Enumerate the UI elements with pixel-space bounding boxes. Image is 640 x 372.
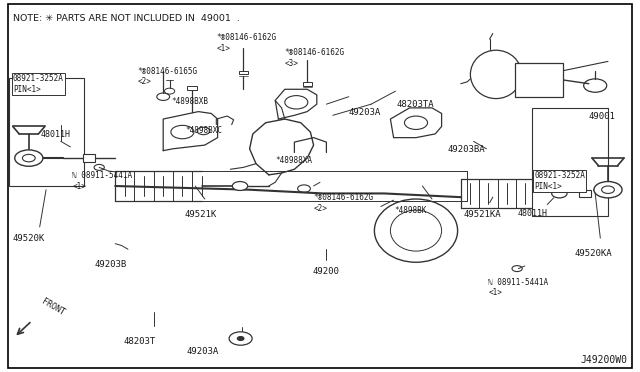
- Text: 49521K: 49521K: [184, 210, 216, 219]
- Bar: [579, 190, 591, 197]
- Text: *48988XA: *48988XA: [275, 156, 312, 165]
- Text: *4898BXC: *4898BXC: [186, 126, 223, 135]
- Circle shape: [232, 182, 248, 190]
- Circle shape: [15, 150, 43, 166]
- Text: 49521KA: 49521KA: [464, 210, 502, 219]
- Text: 48011H: 48011H: [517, 209, 547, 218]
- Text: 49520KA: 49520KA: [575, 249, 612, 258]
- Text: *®08146-6162G
<3>: *®08146-6162G <3>: [285, 48, 345, 68]
- Text: NOTE: ✳ PARTS ARE NOT INCLUDED IN  49001  .: NOTE: ✳ PARTS ARE NOT INCLUDED IN 49001 …: [13, 14, 239, 23]
- Bar: [9, 78, 84, 186]
- Bar: [515, 63, 563, 97]
- Text: 08921-3252A
PIN<1>: 08921-3252A PIN<1>: [13, 74, 63, 94]
- Bar: [187, 86, 197, 90]
- Bar: [239, 71, 248, 74]
- Text: 08921-3252A
PIN<1>: 08921-3252A PIN<1>: [534, 171, 585, 190]
- Ellipse shape: [374, 199, 458, 262]
- Text: *4898BXB: *4898BXB: [172, 97, 209, 106]
- Text: 49203A: 49203A: [349, 108, 381, 117]
- Text: *®08146-6165G
<2>: *®08146-6165G <2>: [138, 67, 198, 86]
- Text: *®08146-6162G
<1>: *®08146-6162G <1>: [216, 33, 276, 53]
- Text: 49203BA: 49203BA: [448, 145, 486, 154]
- Text: 49203B: 49203B: [94, 260, 126, 269]
- Circle shape: [237, 337, 244, 340]
- Text: *4898BK: *4898BK: [394, 206, 427, 215]
- Circle shape: [552, 189, 567, 198]
- Circle shape: [594, 182, 622, 198]
- Bar: [83, 154, 95, 162]
- Text: 49200: 49200: [312, 267, 339, 276]
- Text: 49520K: 49520K: [13, 234, 45, 243]
- Bar: [532, 108, 608, 216]
- Text: FRONT: FRONT: [40, 297, 66, 318]
- Bar: [303, 82, 312, 86]
- Text: 48011H: 48011H: [40, 130, 70, 139]
- Text: 48203T: 48203T: [124, 337, 156, 346]
- Text: ℕ 08911-5441A
<1>: ℕ 08911-5441A <1>: [72, 171, 132, 190]
- Text: J49200W0: J49200W0: [580, 355, 627, 365]
- Text: 48203TA: 48203TA: [397, 100, 435, 109]
- Text: ℕ 08911-5441A
<1>: ℕ 08911-5441A <1>: [488, 278, 548, 297]
- Text: *®08146-6162G
<2>: *®08146-6162G <2>: [314, 193, 374, 213]
- Text: 49001: 49001: [589, 112, 616, 121]
- Text: 49203A: 49203A: [187, 347, 219, 356]
